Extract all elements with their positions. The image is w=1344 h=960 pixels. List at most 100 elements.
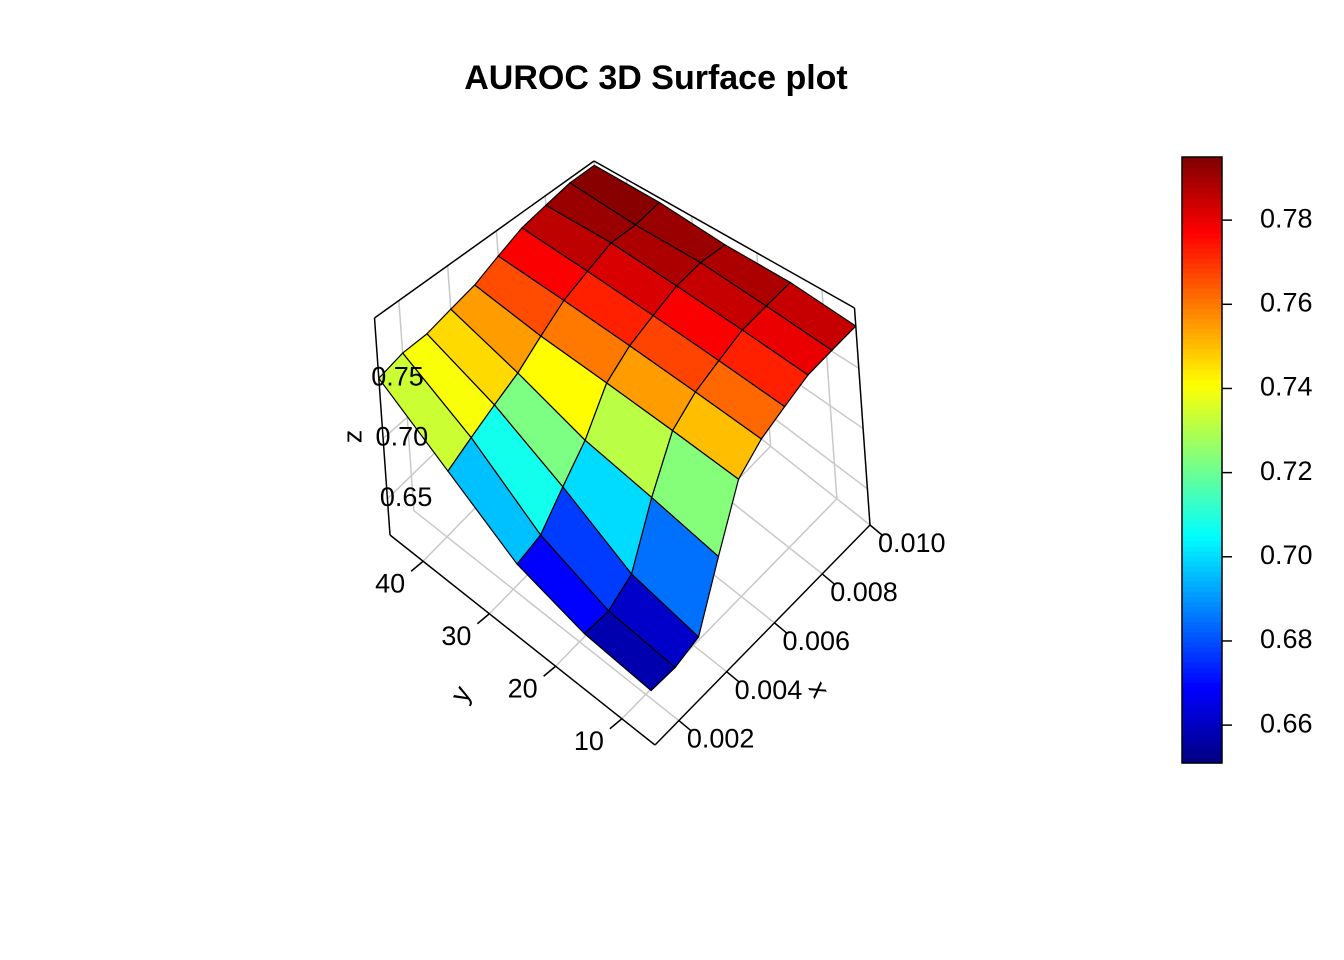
colorbar-swatch	[1182, 737, 1222, 744]
colorbar-swatch	[1182, 485, 1222, 491]
colorbar-swatch	[1182, 258, 1222, 264]
colorbar-swatch	[1182, 364, 1222, 370]
colorbar-swatch	[1182, 424, 1222, 431]
colorbar-swatch	[1182, 732, 1222, 739]
colorbar-tick-label: 0.70	[1260, 540, 1313, 570]
colorbar-swatch	[1182, 207, 1222, 214]
colorbar-swatch	[1182, 359, 1222, 365]
colorbar-swatch	[1182, 318, 1222, 325]
tick-mark	[869, 524, 883, 536]
z-tick-label: 0.70	[376, 422, 429, 452]
colorbar-swatch	[1182, 293, 1222, 299]
tick-mark	[543, 665, 557, 677]
colorbar-swatch	[1182, 641, 1222, 648]
colorbar-swatch	[1182, 586, 1222, 592]
colorbar-swatch	[1182, 490, 1222, 496]
colorbar-swatch	[1182, 434, 1222, 441]
chart-title: AUROC 3D Surface plot	[464, 59, 848, 97]
colorbar-swatch	[1182, 338, 1222, 345]
colorbar-swatch	[1182, 475, 1222, 481]
z-tick-label: 0.65	[380, 482, 433, 512]
colorbar-swatch	[1182, 414, 1222, 421]
colorbar-swatch	[1182, 656, 1222, 663]
colorbar-swatch	[1182, 707, 1222, 714]
colorbar-tick-label: 0.76	[1260, 287, 1313, 317]
colorbar-swatch	[1182, 444, 1222, 451]
colorbar-swatch	[1182, 631, 1222, 638]
colorbar-swatch	[1182, 571, 1222, 577]
colorbar-swatch	[1182, 722, 1222, 729]
colorbar-swatch	[1182, 409, 1222, 416]
colorbar-swatch	[1182, 692, 1222, 698]
colorbar-swatch	[1182, 353, 1222, 360]
colorbar-swatch	[1182, 717, 1222, 724]
colorbar-swatch	[1182, 252, 1222, 259]
colorbar-swatch	[1182, 313, 1222, 320]
colorbar-swatch	[1182, 621, 1222, 628]
colorbar-swatch	[1182, 651, 1222, 658]
colorbar-swatch	[1182, 611, 1222, 618]
z-tick-label: 0.75	[371, 361, 424, 391]
colorbar-swatch	[1182, 677, 1222, 683]
colorbar-swatch	[1182, 742, 1222, 749]
z-axis-label: z	[337, 430, 367, 444]
y-axis-label: y	[445, 680, 478, 707]
colorbar-swatch	[1182, 530, 1222, 537]
colorbar-swatch	[1182, 687, 1222, 693]
box-edge	[373, 317, 391, 536]
box-edge	[593, 160, 855, 309]
colorbar-tick-label: 0.74	[1260, 372, 1313, 402]
colorbar-swatch	[1182, 369, 1222, 375]
colorbar-swatch	[1182, 177, 1222, 183]
colorbar-swatch	[1182, 172, 1222, 178]
colorbar-swatch	[1182, 288, 1222, 294]
colorbar-swatch	[1182, 757, 1222, 764]
grid-line	[413, 509, 680, 722]
y-tick-label: 40	[375, 568, 405, 598]
colorbar-swatch	[1182, 601, 1222, 608]
tick-mark	[821, 573, 835, 585]
colorbar-swatch	[1182, 187, 1222, 193]
colorbar-swatch	[1182, 379, 1222, 385]
colorbar-swatch	[1182, 328, 1222, 335]
colorbar-swatch	[1182, 449, 1222, 456]
colorbar-swatch	[1182, 232, 1222, 239]
colorbar-swatch	[1182, 197, 1222, 204]
colorbar-swatch	[1182, 333, 1222, 340]
colorbar-swatch	[1182, 465, 1222, 471]
colorbar-swatch	[1182, 242, 1222, 249]
colorbar-swatch	[1182, 480, 1222, 486]
y-tick-label: 30	[441, 621, 471, 651]
tick-mark	[678, 719, 692, 732]
colorbar-swatch	[1182, 636, 1222, 643]
colorbar-swatch	[1182, 263, 1222, 269]
colorbar-swatch	[1182, 566, 1222, 572]
colorbar-swatch	[1182, 702, 1222, 709]
colorbar-swatch	[1182, 247, 1222, 254]
colorbar-swatch	[1182, 525, 1222, 532]
colorbar-swatch	[1182, 495, 1222, 501]
colorbar-tick-label: 0.68	[1260, 624, 1313, 654]
colorbar-tick-label: 0.66	[1260, 708, 1313, 738]
colorbar-swatch	[1182, 303, 1222, 310]
colorbar-frame	[1181, 156, 1223, 764]
colorbar-swatch	[1182, 540, 1222, 547]
box-edge	[654, 524, 871, 746]
colorbar-swatch	[1182, 394, 1222, 400]
colorbar-swatch	[1182, 298, 1222, 305]
colorbar-swatch	[1182, 561, 1222, 567]
tick-mark	[773, 622, 787, 634]
colorbar-swatch	[1182, 157, 1222, 163]
tick-mark	[410, 560, 424, 572]
x-tick-label: 0.008	[830, 577, 898, 607]
colorbar-swatch	[1182, 616, 1222, 623]
colorbar-swatch	[1182, 682, 1222, 688]
box-edge	[374, 160, 595, 319]
colorbar-swatch	[1182, 545, 1222, 552]
colorbar-swatch	[1182, 581, 1222, 587]
colorbar-swatch	[1182, 348, 1222, 355]
colorbar-swatch	[1182, 343, 1222, 350]
colorbar-swatch	[1182, 752, 1222, 759]
colorbar-swatch	[1182, 510, 1222, 517]
colorbar-swatch	[1182, 662, 1222, 668]
